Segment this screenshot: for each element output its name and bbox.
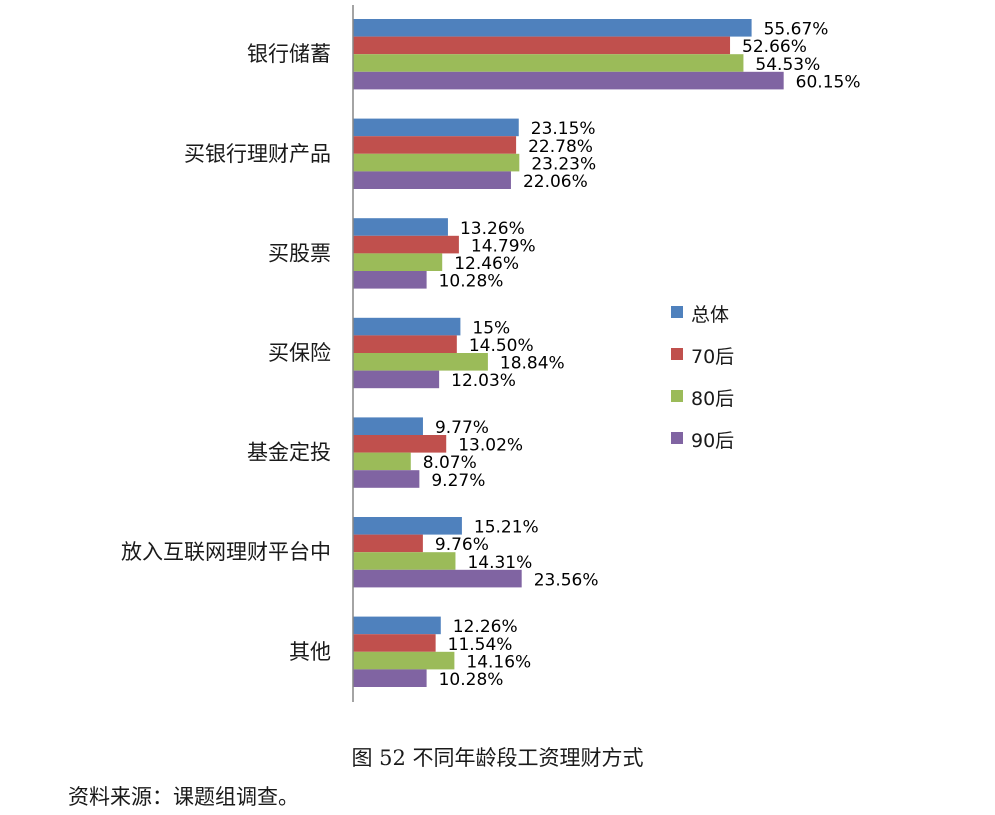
legend-label: 70后 <box>691 346 734 368</box>
data-label: 9.27% <box>431 471 485 491</box>
data-label: 8.07% <box>423 453 477 473</box>
bar <box>353 54 744 72</box>
category-label: 买股票 <box>268 241 331 265</box>
data-label: 18.84% <box>500 354 565 374</box>
data-label: 12.26% <box>453 617 518 637</box>
bar <box>353 616 441 635</box>
bar <box>353 452 411 471</box>
data-label: 14.79% <box>471 236 536 256</box>
bar <box>353 271 427 289</box>
data-label: 14.31% <box>467 553 532 573</box>
data-label: 23.15% <box>531 119 596 139</box>
data-label: 15% <box>472 318 510 338</box>
bar <box>353 36 731 55</box>
data-label: 23.56% <box>534 570 599 590</box>
bar <box>353 171 511 189</box>
data-label: 52.66% <box>742 37 807 57</box>
data-label: 13.26% <box>460 219 525 239</box>
bar <box>353 634 436 652</box>
data-label: 14.50% <box>469 336 534 356</box>
data-label: 10.28% <box>439 670 504 690</box>
data-label: 9.76% <box>435 535 489 555</box>
bar <box>353 417 423 435</box>
legend-swatch <box>671 306 683 318</box>
bar <box>353 470 420 488</box>
category-label: 其他 <box>289 640 331 664</box>
legend: 总体 70后 80后 90后 <box>671 304 734 452</box>
data-label: 23.23% <box>531 154 596 174</box>
bar <box>353 669 427 687</box>
category-label: 基金定投 <box>247 441 331 465</box>
source-note: 资料来源：课题组调查。 <box>68 785 299 809</box>
bar <box>353 517 462 535</box>
category-label: 放入互联网理财平台中 <box>121 540 331 564</box>
data-label: 10.28% <box>439 272 504 292</box>
bar <box>353 235 459 254</box>
data-label: 14.16% <box>466 652 531 672</box>
bar <box>353 153 520 172</box>
legend-swatch <box>671 348 683 360</box>
legend-label: 80后 <box>691 388 734 410</box>
data-label: 12.03% <box>451 371 516 391</box>
data-label: 13.02% <box>458 436 523 456</box>
bar <box>353 370 440 389</box>
data-label: 15.21% <box>474 518 539 538</box>
bar <box>353 71 784 90</box>
figure-caption: 图 52 不同年龄段工资理财方式 <box>351 746 644 770</box>
legend-label: 总体 <box>691 304 729 326</box>
bar <box>353 118 519 137</box>
bar <box>353 335 457 353</box>
bar <box>353 552 456 570</box>
bar <box>353 19 752 37</box>
data-label: 9.77% <box>435 418 489 438</box>
bar <box>353 218 448 236</box>
data-label: 60.15% <box>796 72 861 92</box>
category-label: 银行储蓄 <box>247 42 331 66</box>
data-label: 22.78% <box>528 137 593 157</box>
legend-swatch <box>671 432 683 444</box>
bar <box>353 353 488 371</box>
data-label: 55.67% <box>764 20 829 40</box>
bar <box>353 136 517 154</box>
data-label: 54.53% <box>755 55 820 75</box>
bar <box>353 253 443 271</box>
data-label: 22.06% <box>523 172 588 192</box>
bar <box>353 317 461 336</box>
category-label: 买保险 <box>268 341 331 365</box>
bar <box>353 435 447 453</box>
legend-label: 90后 <box>691 430 734 452</box>
data-label: 11.54% <box>448 635 513 655</box>
legend-swatch <box>671 390 683 402</box>
data-label: 12.46% <box>454 254 519 274</box>
bar-chart: 银行储蓄 55.67%52.66%54.53%60.15% 买银行理财产品 23.15… <box>121 5 861 702</box>
bar <box>353 569 522 588</box>
category-label: 买银行理财产品 <box>184 142 331 166</box>
bar <box>353 651 455 670</box>
bar <box>353 534 423 553</box>
